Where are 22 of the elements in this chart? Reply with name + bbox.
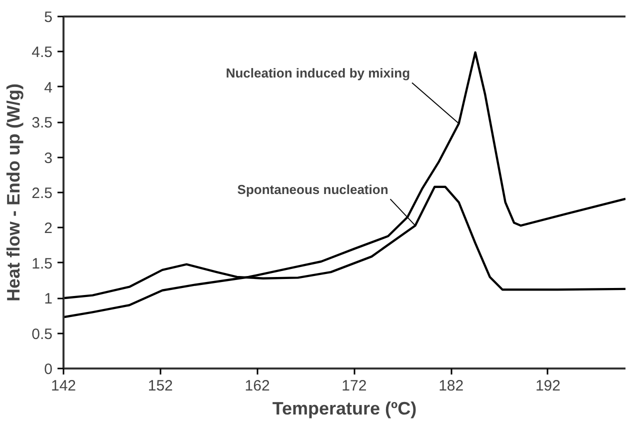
x-tick-label: 182 bbox=[438, 378, 464, 394]
y-tick-label: 2 bbox=[44, 220, 52, 238]
y-tick-label: 4.5 bbox=[32, 44, 53, 62]
x-tick-label: 152 bbox=[148, 378, 173, 394]
x-axis-title: Temperature (ºC) bbox=[272, 398, 417, 418]
y-tick-label: 1 bbox=[44, 290, 52, 308]
y-tick-label: 1.5 bbox=[32, 255, 53, 272]
y-tick-label: 3 bbox=[44, 150, 52, 167]
line-series bbox=[64, 51, 626, 318]
y-axis-title: Heat flow - Endo up (W/g) bbox=[4, 84, 24, 302]
annotation: Nucleation induced by mixing bbox=[226, 66, 410, 81]
y-tick-label: 2.5 bbox=[32, 185, 53, 202]
y-tick-label: 4 bbox=[44, 79, 52, 96]
x-tick-label: 162 bbox=[244, 378, 270, 394]
y-tick-label: 0 bbox=[44, 361, 52, 378]
x-tick-label: 142 bbox=[50, 378, 76, 394]
y-tick-label: 5 bbox=[44, 9, 52, 26]
annotation: Spontaneous nucleation bbox=[237, 182, 388, 198]
x-tick-label: 172 bbox=[342, 378, 367, 394]
y-tick-label: 3.5 bbox=[32, 114, 53, 132]
y-tick-label: 0.5 bbox=[32, 326, 53, 343]
x-tick-label: 192 bbox=[535, 378, 560, 394]
